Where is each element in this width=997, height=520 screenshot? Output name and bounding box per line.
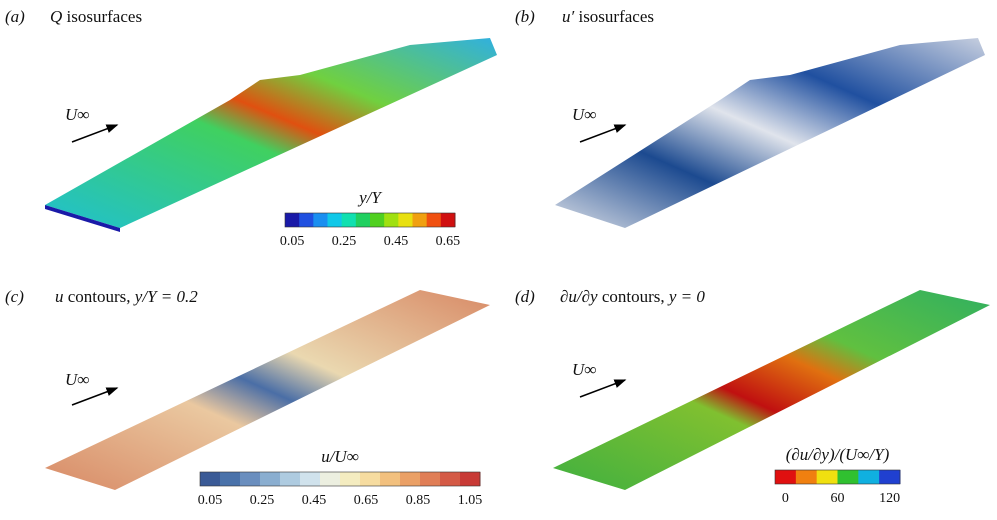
flow-arrow <box>580 380 625 397</box>
colorbar: (∂u/∂y)/(U∞/Y) 0 60 120 <box>775 445 901 506</box>
colorbar-swatch <box>384 213 399 227</box>
panel-title: ∂u/∂y contours, y = 0 <box>560 287 705 306</box>
colorbar-swatch <box>441 213 456 227</box>
colorbar-swatch <box>356 213 371 227</box>
colorbar-title: (∂u/∂y)/(U∞/Y) <box>786 445 890 464</box>
panel-label: (d) <box>515 287 535 306</box>
panel-title: Q isosurfaces <box>50 7 142 26</box>
colorbar-tick-label: 0 <box>782 491 789 506</box>
flow-arrow <box>580 125 625 142</box>
colorbar-swatch <box>796 470 817 484</box>
colorbar-tick-label: 60 <box>831 491 845 506</box>
flow-label: U∞ <box>572 360 596 379</box>
colorbar-title: y/Y <box>357 188 382 207</box>
panel-label: (c) <box>5 287 24 306</box>
colorbar-tick-label: 0.45 <box>302 493 327 508</box>
colorbar-swatch <box>879 470 900 484</box>
colorbar-swatch <box>440 472 461 486</box>
colorbar-swatch <box>413 213 428 227</box>
colorbar-swatch <box>460 472 481 486</box>
colorbar-swatch <box>342 213 357 227</box>
panel-c: (c) u contours, y/Y = 0.2 U∞ u/U∞ 0.05 0.2… <box>5 287 490 508</box>
colorbar-swatch <box>427 213 442 227</box>
panel-a: (a) Q isosurfaces U∞ y/Y 0.05 0.25 0.45 0.65 <box>5 7 497 249</box>
colorbar-swatch <box>380 472 401 486</box>
panel-label: (a) <box>5 7 25 26</box>
panel-title: u contours, y/Y = 0.2 <box>55 287 198 306</box>
colorbar-swatch <box>300 472 321 486</box>
colorbar-swatch <box>313 213 328 227</box>
colorbar-tick-label: 0.45 <box>384 234 409 249</box>
colorbar-swatch <box>400 472 421 486</box>
colorbar: u/U∞ 0.05 0.25 0.45 0.65 0.85 1.05 <box>198 447 483 508</box>
slab <box>555 38 985 228</box>
colorbar-tick-label: 120 <box>879 491 900 506</box>
flow-label: U∞ <box>65 105 89 124</box>
flow-label: U∞ <box>572 105 596 124</box>
colorbar-tick-label: 0.05 <box>280 234 305 249</box>
colorbar-tick-label: 0.85 <box>406 493 431 508</box>
colorbar-swatch <box>285 213 300 227</box>
flow-arrow <box>72 125 117 142</box>
colorbar-swatch <box>370 213 385 227</box>
colorbar-swatch <box>838 470 859 484</box>
colorbar-swatch <box>858 470 879 484</box>
colorbar-swatch <box>328 213 343 227</box>
colorbar-tick-label: 0.25 <box>250 493 275 508</box>
flow-arrow <box>72 388 117 405</box>
colorbar-tick-label: 0.05 <box>198 493 223 508</box>
colorbar: y/Y 0.05 0.25 0.45 0.65 <box>280 188 460 249</box>
panel-b: (b) u′ isosurfaces U∞ <box>515 7 985 228</box>
colorbar-swatch <box>398 213 413 227</box>
flow-label: U∞ <box>65 370 89 389</box>
colorbar-title: u/U∞ <box>321 447 359 466</box>
panel-label: (b) <box>515 7 535 26</box>
slab <box>553 290 990 490</box>
colorbar-tick-label: 1.05 <box>458 493 483 508</box>
slab <box>45 38 497 228</box>
colorbar-swatch <box>299 213 314 227</box>
colorbar-swatch <box>220 472 241 486</box>
panel-title: u′ isosurfaces <box>562 7 654 26</box>
colorbar-swatch <box>200 472 221 486</box>
panel-d: (d) ∂u/∂y contours, y = 0 U∞ (∂u/∂y)/(U∞… <box>515 287 990 506</box>
colorbar-tick-label: 0.25 <box>332 234 357 249</box>
colorbar-swatch <box>420 472 441 486</box>
colorbar-swatch <box>240 472 261 486</box>
colorbar-tick-label: 0.65 <box>436 234 461 249</box>
colorbar-tick-label: 0.65 <box>354 493 379 508</box>
colorbar-swatch <box>340 472 361 486</box>
colorbar-swatch <box>320 472 341 486</box>
figure: (a) Q isosurfaces U∞ y/Y 0.05 0.25 0.45 0.65… <box>0 0 997 515</box>
colorbar-swatch <box>260 472 281 486</box>
colorbar-swatch <box>360 472 381 486</box>
colorbar-swatch <box>280 472 301 486</box>
colorbar-swatch <box>775 470 796 484</box>
colorbar-swatch <box>817 470 838 484</box>
